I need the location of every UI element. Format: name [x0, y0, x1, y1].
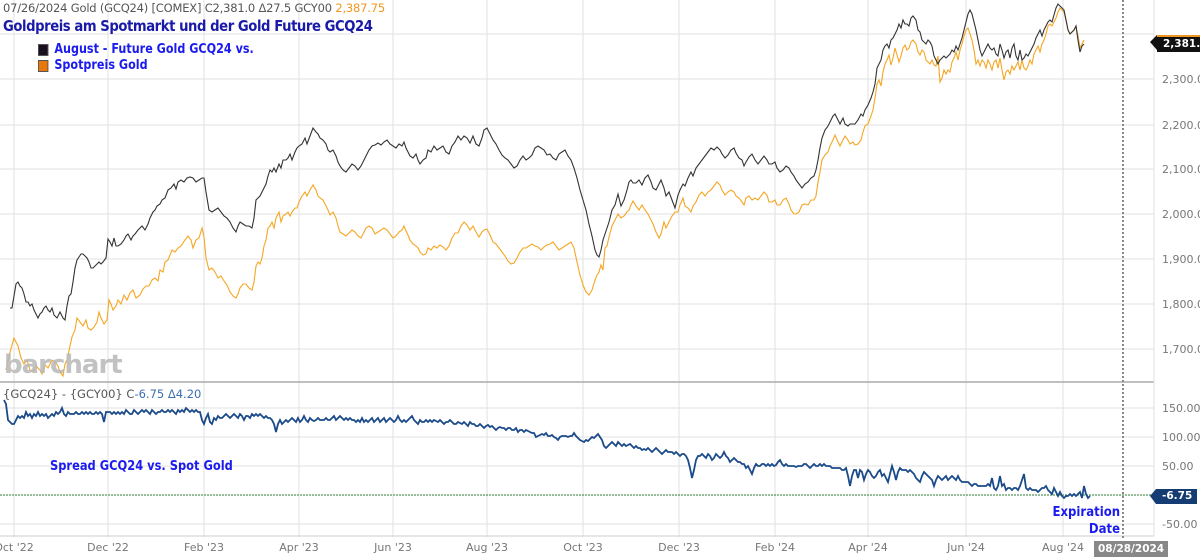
expiration-line2: Date [1088, 522, 1120, 537]
legend-swatch-future [38, 44, 49, 56]
y-tick: 1,900.0 [1162, 253, 1200, 266]
future-gold-line [10, 3, 1085, 322]
y-tick: 2,100.0 [1162, 163, 1200, 176]
header-spot-symbol: GCY00 [294, 1, 332, 15]
legend-item-future: August - Future Gold GCQ24 vs. [38, 42, 254, 58]
expiration-annotation: Expiration Date [1052, 504, 1120, 538]
x-tick: Feb '23 [184, 541, 224, 554]
legend-item-spot: Spotpreis Gold [38, 58, 254, 74]
spread-formula: {GCQ24} - {GCY00} [3, 387, 123, 401]
spread-last-tag: -6.75 [1156, 489, 1198, 504]
price-tag-pointer [1150, 35, 1157, 50]
vertical-gridlines [13, 0, 1064, 537]
y-tick: 2,000.0 [1162, 208, 1200, 221]
x-tick: Aug '23 [466, 541, 508, 554]
y-tick: 2,300.0 [1162, 73, 1200, 86]
header-close: C2,381.0 [204, 1, 256, 15]
spread-change: Δ4.20 [167, 387, 202, 401]
x-tick: Feb '24 [755, 541, 795, 554]
legend: August - Future Gold GCQ24 vs. Spotpreis… [38, 42, 254, 74]
x-tick: Aug '24 [1042, 541, 1084, 554]
header-change: Δ27.5 [258, 1, 292, 15]
chart-header: 07/26/2024 Gold (GCQ24) [COMEX] C2,381.0… [3, 1, 385, 15]
header-instrument: Gold (GCQ24) [COMEX] [70, 1, 202, 15]
y-tick-spread: 150.00 [1162, 402, 1200, 415]
y-tick: 2,200.0 [1162, 119, 1200, 132]
legend-swatch-spot [38, 60, 49, 72]
last-price-tag: 2,381.0 [1157, 35, 1200, 52]
y-tick-spread: 100.00 [1162, 431, 1200, 444]
x-tick: Apr '23 [279, 541, 319, 554]
x-tick: Jun '23 [374, 541, 412, 554]
legend-label-future: August - Future Gold GCQ24 vs. [54, 42, 254, 57]
x-tick: Dec '22 [87, 541, 129, 554]
header-date: 07/26/2024 [3, 1, 68, 15]
spread-close-prefix: C [126, 387, 135, 401]
spot-gold-line [5, 7, 1085, 378]
spread-header: {GCQ24} - {GCY00} C-6.75 Δ4.20 [3, 387, 201, 401]
barchart-watermark: barchart [4, 350, 123, 380]
x-tick: Jun '24 [947, 541, 985, 554]
expiration-date-tag: 08/28/2024 [1094, 541, 1169, 557]
y-tick-spread: -50.00 [1162, 518, 1198, 531]
header-spot-value: 2,387.75 [335, 1, 385, 15]
legend-label-spot: Spotpreis Gold [54, 58, 148, 73]
y-tick: 1,800.0 [1162, 298, 1200, 311]
x-tick: Apr '24 [848, 541, 888, 554]
x-tick: Oct '23 [563, 541, 603, 554]
x-tick: Oct '22 [0, 541, 34, 554]
x-tick: Dec '23 [658, 541, 700, 554]
spread-annotation: Spread GCQ24 vs. Spot Gold [50, 459, 233, 474]
y-tick: 1,700.0 [1162, 343, 1200, 356]
y-tick-spread: 50.00 [1162, 460, 1194, 473]
spread-close: -6.75 [134, 387, 165, 401]
expiration-line1: Expiration [1052, 505, 1120, 520]
horizontal-gridlines-main [0, 33, 1154, 350]
chart-title: Goldpreis am Spotmarkt und der Gold Futu… [3, 17, 373, 35]
spread-tag-pointer [1150, 489, 1156, 504]
spread-line [3, 399, 1091, 500]
